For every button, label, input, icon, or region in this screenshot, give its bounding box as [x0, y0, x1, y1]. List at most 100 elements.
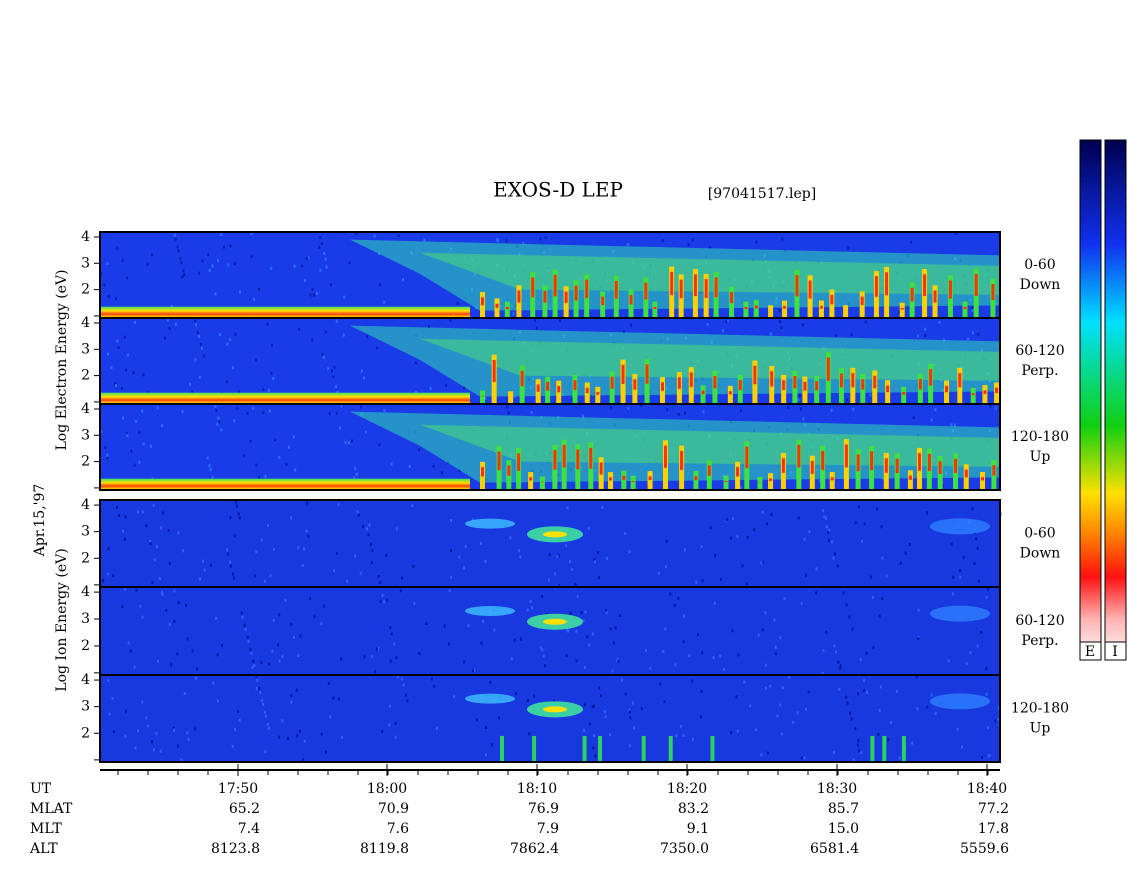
- row-label: UT: [30, 781, 52, 797]
- burst: [553, 450, 556, 470]
- noise: [556, 555, 558, 558]
- noise: [605, 715, 607, 718]
- noise: [425, 622, 427, 625]
- burst: [498, 451, 501, 470]
- noise: [575, 630, 577, 633]
- ion-flux: [543, 619, 567, 625]
- burst: [795, 275, 798, 296]
- noise: [336, 552, 338, 555]
- noise: [567, 506, 569, 509]
- burst: [531, 277, 534, 297]
- noise: [180, 261, 182, 264]
- noise: [181, 275, 183, 278]
- noise: [527, 608, 529, 611]
- noise: [124, 735, 126, 738]
- noise: [390, 463, 392, 466]
- noise: [264, 475, 266, 478]
- noise: [390, 660, 392, 663]
- noise: [343, 334, 345, 337]
- burst: [508, 391, 513, 403]
- ion-streak: [583, 736, 587, 761]
- noise: [226, 343, 228, 346]
- burst: [975, 274, 978, 296]
- noise: [924, 334, 926, 337]
- y-tick-label: 3: [81, 255, 90, 271]
- noise: [954, 424, 956, 427]
- noise: [186, 637, 188, 640]
- noise: [401, 678, 403, 681]
- burst: [754, 300, 759, 317]
- noise: [781, 238, 783, 241]
- noise: [803, 756, 805, 759]
- noise: [662, 239, 664, 242]
- burst: [661, 382, 664, 391]
- noise: [258, 288, 260, 291]
- noise: [138, 431, 140, 434]
- noise: [255, 359, 257, 362]
- noise: [230, 565, 232, 568]
- noise: [285, 463, 287, 466]
- noise: [418, 448, 420, 451]
- noise: [330, 283, 332, 286]
- noise: [513, 312, 515, 315]
- noise: [584, 611, 586, 614]
- burst: [528, 472, 533, 489]
- noise: [106, 262, 108, 265]
- noise: [242, 616, 244, 619]
- noise: [625, 693, 627, 696]
- burst: [768, 305, 773, 317]
- noise: [971, 306, 973, 309]
- noise: [366, 527, 368, 530]
- noise: [161, 424, 163, 427]
- burst: [690, 372, 693, 387]
- noise: [145, 524, 147, 527]
- noise: [584, 666, 586, 669]
- ion-flux: [465, 694, 515, 704]
- noise: [409, 465, 411, 468]
- burst: [481, 467, 484, 476]
- noise: [376, 347, 378, 350]
- noise: [104, 446, 106, 449]
- noise: [361, 369, 363, 372]
- noise: [185, 604, 187, 607]
- noise: [827, 531, 829, 534]
- noise: [890, 721, 892, 724]
- spectrogram-panel: 234: [81, 672, 1001, 762]
- ion-streak: [642, 736, 646, 761]
- burst: [589, 448, 592, 469]
- burst: [585, 280, 588, 299]
- colorbar-e: [1080, 140, 1101, 660]
- noise: [121, 605, 123, 608]
- noise: [822, 509, 824, 512]
- panel-direction: Down: [1020, 277, 1061, 293]
- noise: [215, 292, 217, 295]
- noise: [267, 323, 269, 326]
- noise: [508, 411, 510, 414]
- noise: [250, 652, 252, 655]
- burst: [962, 302, 967, 318]
- noise: [405, 693, 407, 696]
- burst: [830, 472, 835, 489]
- noise: [332, 696, 334, 699]
- noise: [838, 688, 840, 691]
- burst: [715, 277, 718, 297]
- noise: [881, 557, 883, 560]
- noise: [870, 393, 872, 396]
- noise: [848, 616, 850, 619]
- noise: [987, 726, 989, 729]
- noise: [505, 239, 507, 242]
- noise: [808, 530, 810, 533]
- noise: [217, 417, 219, 420]
- noise: [571, 568, 573, 571]
- noise: [959, 569, 961, 572]
- noise: [491, 743, 493, 746]
- noise: [433, 685, 435, 688]
- noise: [251, 255, 253, 258]
- noise: [569, 560, 571, 563]
- burst: [575, 286, 578, 301]
- panel-direction: Up: [1030, 449, 1051, 465]
- noise: [792, 721, 794, 724]
- noise: [559, 319, 561, 322]
- noise: [801, 602, 803, 605]
- title: EXOS-D LEP: [493, 178, 623, 202]
